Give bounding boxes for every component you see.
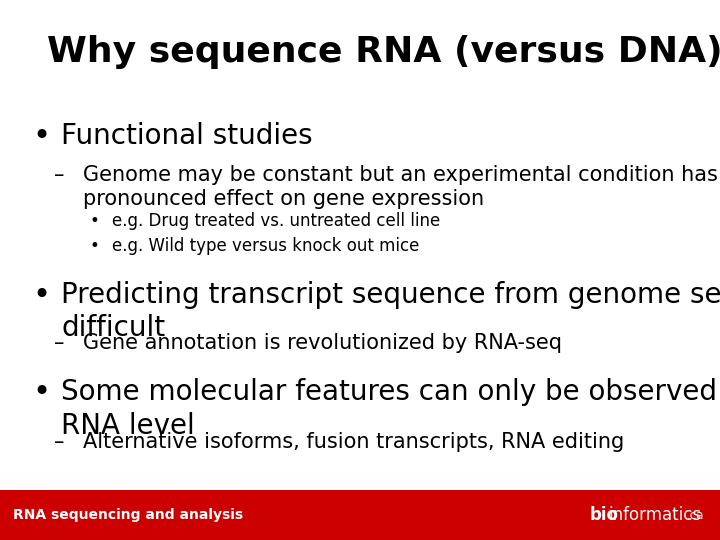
Text: bio: bio <box>590 506 618 524</box>
Text: .ca: .ca <box>687 509 704 522</box>
Text: e.g. Drug treated vs. untreated cell line: e.g. Drug treated vs. untreated cell lin… <box>112 212 440 230</box>
Text: •: • <box>32 281 50 310</box>
Text: •: • <box>90 212 100 230</box>
Text: –: – <box>54 432 64 452</box>
Text: e.g. Wild type versus knock out mice: e.g. Wild type versus knock out mice <box>112 237 419 254</box>
Text: –: – <box>54 333 64 353</box>
Text: Some molecular features can only be observed at the
RNA level: Some molecular features can only be obse… <box>61 378 720 440</box>
Text: RNA sequencing and analysis: RNA sequencing and analysis <box>13 508 243 522</box>
Text: Genome may be constant but an experimental condition has a
pronounced effect on : Genome may be constant but an experiment… <box>83 165 720 208</box>
Bar <box>0 490 720 540</box>
Text: •: • <box>32 122 50 151</box>
Text: •: • <box>90 237 100 254</box>
Text: –: – <box>54 165 64 185</box>
Text: Why sequence RNA (versus DNA)?: Why sequence RNA (versus DNA)? <box>47 35 720 69</box>
Text: informatics: informatics <box>608 506 701 524</box>
Text: Functional studies: Functional studies <box>61 122 312 150</box>
Text: Gene annotation is revolutionized by RNA-seq: Gene annotation is revolutionized by RNA… <box>83 333 562 353</box>
Text: •: • <box>32 378 50 407</box>
Text: Predicting transcript sequence from genome sequence is
difficult: Predicting transcript sequence from geno… <box>61 281 720 342</box>
Text: Alternative isoforms, fusion transcripts, RNA editing: Alternative isoforms, fusion transcripts… <box>83 432 624 452</box>
